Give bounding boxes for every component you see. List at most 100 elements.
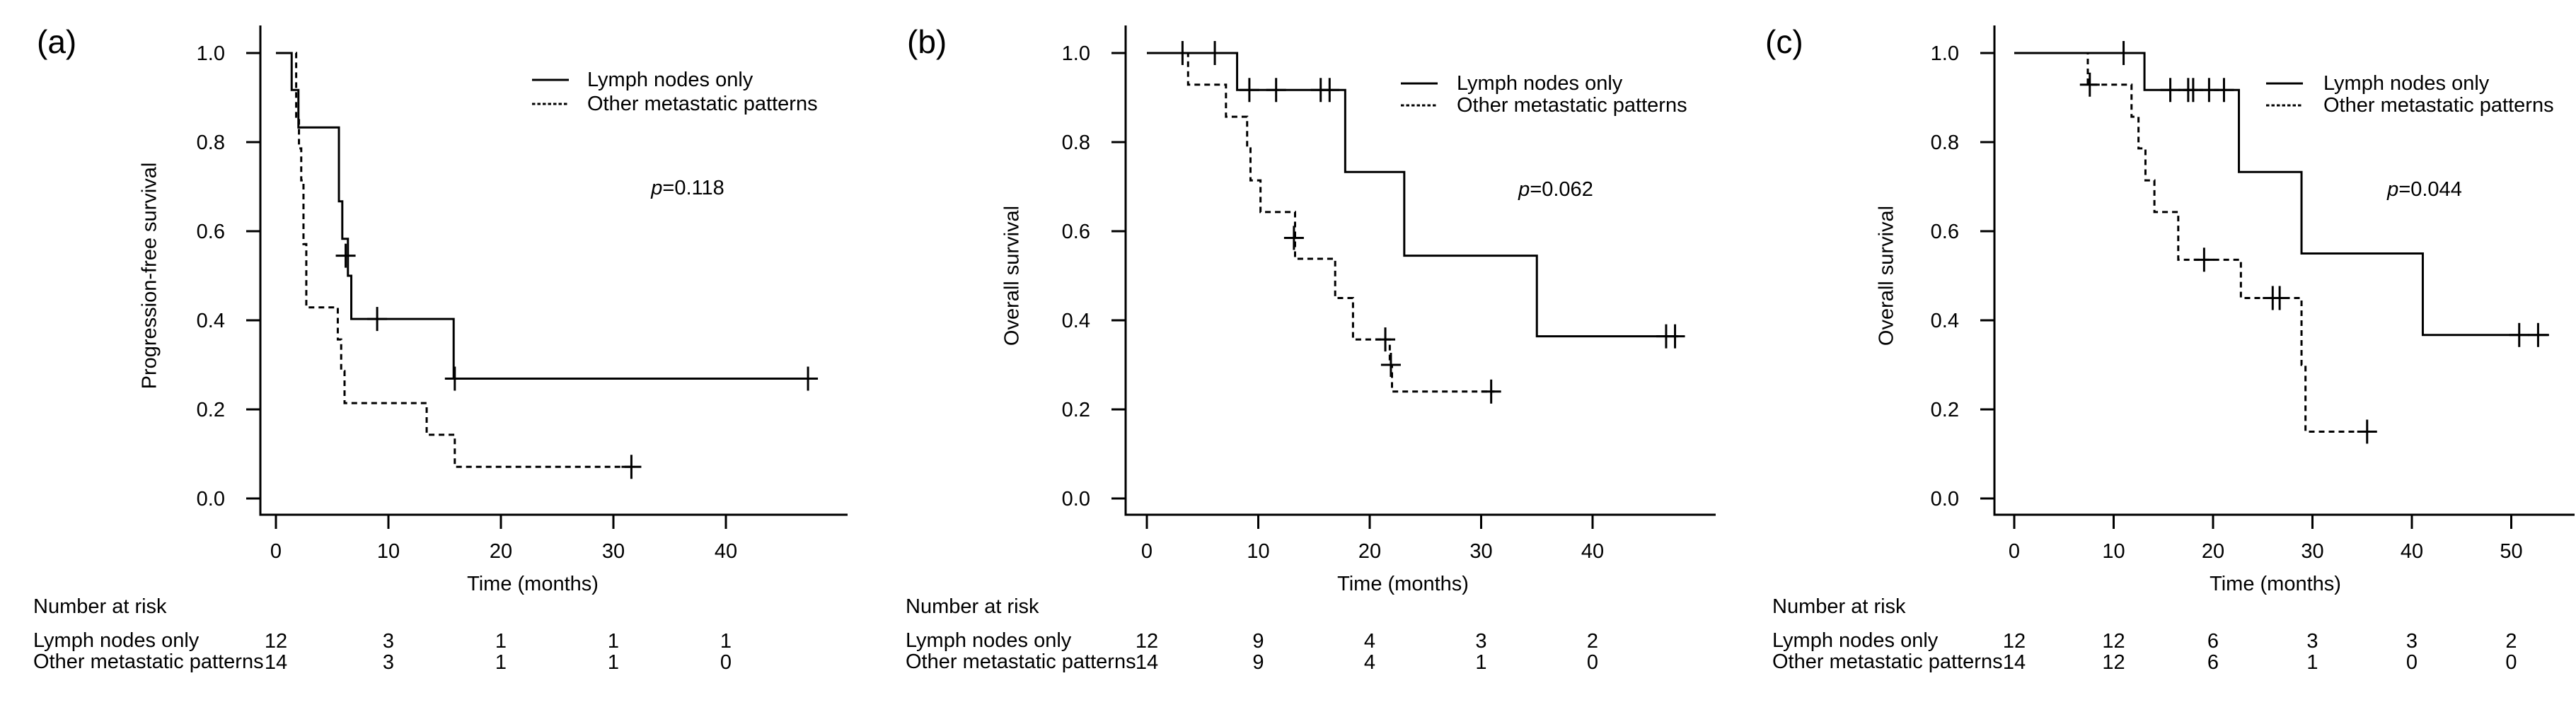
panel-letter-a: (a) <box>37 23 77 60</box>
legend-label-dashed-c: Other metastatic patterns <box>2323 94 2554 117</box>
y-tick-label: 0.4 <box>197 310 225 332</box>
x-tick-label: 40 <box>715 540 737 563</box>
y-tick-label: 0.0 <box>1931 488 1959 510</box>
y-tick-label: 0.4 <box>1062 310 1090 332</box>
legend-label-solid-b: Lymph nodes only <box>1457 72 1623 95</box>
risk-count: 3 <box>2406 630 2418 653</box>
risk-count: 0 <box>2505 651 2517 674</box>
risk-count: 14 <box>1136 651 1158 674</box>
km-curve-lymph-nodes-only <box>2014 52 2549 337</box>
risk-count: 3 <box>383 630 394 653</box>
y-tick-label: 1.0 <box>1062 42 1090 65</box>
x-tick-label: 40 <box>2401 540 2423 563</box>
risk-count: 1 <box>495 651 507 674</box>
x-tick-label: 40 <box>1581 540 1604 563</box>
x-tick-label: 30 <box>1469 540 1492 563</box>
x-tick-label: 20 <box>2202 540 2224 563</box>
legend-label-solid-a: Lymph nodes only <box>587 69 753 91</box>
y-tick-label: 0.2 <box>1931 399 1959 421</box>
risk-count: 1 <box>608 630 619 653</box>
risk-row-label-b-0: Lymph nodes only <box>906 629 1072 652</box>
y-tick-label: 1.0 <box>1931 42 1959 65</box>
y-axis-label-b: Overall survival <box>1000 205 1024 346</box>
y-tick-label: 0.0 <box>197 488 225 510</box>
y-tick-label: 0.8 <box>1931 132 1959 154</box>
y-tick-label: 1.0 <box>197 42 225 65</box>
risk-row-label-b-1: Other metastatic patterns <box>906 650 1136 673</box>
x-axis-label-c: Time (months) <box>2210 573 2341 595</box>
x-axis-label-b: Time (months) <box>1337 573 1469 595</box>
panel-c: 1.0 0.8 0.6 0.4 0.2 0.0 0 10 20 30 40 50 12 12 6 3 3 2 14 1… <box>1717 0 2576 712</box>
x-tick-label: 50 <box>2500 540 2522 563</box>
risk-count: 12 <box>265 630 287 653</box>
panel-letter-c: (c) <box>1765 23 1803 60</box>
y-tick-label: 0.8 <box>197 132 225 154</box>
risk-count: 1 <box>2306 651 2318 674</box>
x-tick-label: 0 <box>270 540 282 563</box>
risk-count: 12 <box>2102 651 2125 674</box>
risk-count: 9 <box>1252 630 1264 653</box>
risk-count: 2 <box>1587 630 1598 653</box>
p-value-a: p=0.118 <box>651 177 724 199</box>
risk-count: 4 <box>1364 630 1375 653</box>
x-tick-label: 0 <box>2009 540 2020 563</box>
risk-table-title-a: Number at risk <box>33 595 167 618</box>
p-value-b: p=0.062 <box>1518 178 1593 201</box>
km-curve-other-metastatic-patterns <box>276 52 635 468</box>
x-tick-label: 20 <box>490 540 512 563</box>
y-tick-label: 0.8 <box>1062 132 1090 154</box>
risk-table-title-b: Number at risk <box>906 595 1039 618</box>
risk-count: 9 <box>1252 651 1264 674</box>
x-tick-label: 10 <box>1247 540 1269 563</box>
x-tick-label: 30 <box>2301 540 2323 563</box>
risk-row-label-a-0: Lymph nodes only <box>33 629 200 652</box>
legend-label-solid-c: Lymph nodes only <box>2323 72 2490 95</box>
legend-label-dashed-b: Other metastatic patterns <box>1457 94 1687 117</box>
x-tick-label: 0 <box>1141 540 1153 563</box>
p-value-c: p=0.044 <box>2387 178 2462 201</box>
panel-a: 1.0 0.8 0.6 0.4 0.2 0.0 0 10 20 30 40 12 3 1 1 1 14 3 1 1 0 … <box>0 0 859 712</box>
risk-count: 1 <box>495 630 507 653</box>
risk-count: 3 <box>383 651 394 674</box>
x-tick-label: 10 <box>2102 540 2125 563</box>
risk-count: 6 <box>2207 651 2219 674</box>
risk-count: 2 <box>2505 630 2517 653</box>
y-tick-label: 0.4 <box>1931 310 1959 332</box>
y-tick-label: 0.2 <box>1062 399 1090 421</box>
y-tick-label: 0.0 <box>1062 488 1090 510</box>
risk-count: 12 <box>2003 630 2026 653</box>
x-tick-label: 10 <box>377 540 400 563</box>
y-tick-label: 0.2 <box>197 399 225 421</box>
km-curve-other-metastatic-patterns <box>1147 52 1495 393</box>
risk-count: 1 <box>720 630 732 653</box>
risk-count: 14 <box>2003 651 2026 674</box>
y-tick-label: 0.6 <box>1931 221 1959 243</box>
risk-count: 12 <box>1136 630 1158 653</box>
panel-letter-b: (b) <box>907 23 947 60</box>
y-axis-label-a: Progression-free survival <box>138 162 161 390</box>
risk-count: 4 <box>1364 651 1375 674</box>
legend-label-dashed-a: Other metastatic patterns <box>587 93 818 115</box>
risk-count: 3 <box>1475 630 1486 653</box>
risk-count: 1 <box>608 651 619 674</box>
x-tick-label: 30 <box>602 540 625 563</box>
x-axis-label-a: Time (months) <box>467 573 599 595</box>
km-curve-lymph-nodes-only <box>1147 52 1679 338</box>
risk-count: 14 <box>265 651 287 674</box>
km-curve-lymph-nodes-only <box>276 52 811 380</box>
risk-count: 0 <box>2406 651 2418 674</box>
risk-count: 0 <box>1587 651 1598 674</box>
risk-table-title-c: Number at risk <box>1772 595 1906 618</box>
y-axis-label-c: Overall survival <box>1875 205 1898 346</box>
x-tick-label: 20 <box>1358 540 1381 563</box>
risk-count: 1 <box>1475 651 1486 674</box>
risk-row-label-c-0: Lymph nodes only <box>1772 629 1939 652</box>
risk-count: 0 <box>720 651 732 674</box>
y-tick-label: 0.6 <box>1062 221 1090 243</box>
panel-b: 1.0 0.8 0.6 0.4 0.2 0.0 0 10 20 30 40 12 9 4 3 2 14 9 4 1 0 … <box>859 0 1718 712</box>
risk-count: 6 <box>2207 630 2219 653</box>
risk-row-label-c-1: Other metastatic patterns <box>1772 650 2003 673</box>
